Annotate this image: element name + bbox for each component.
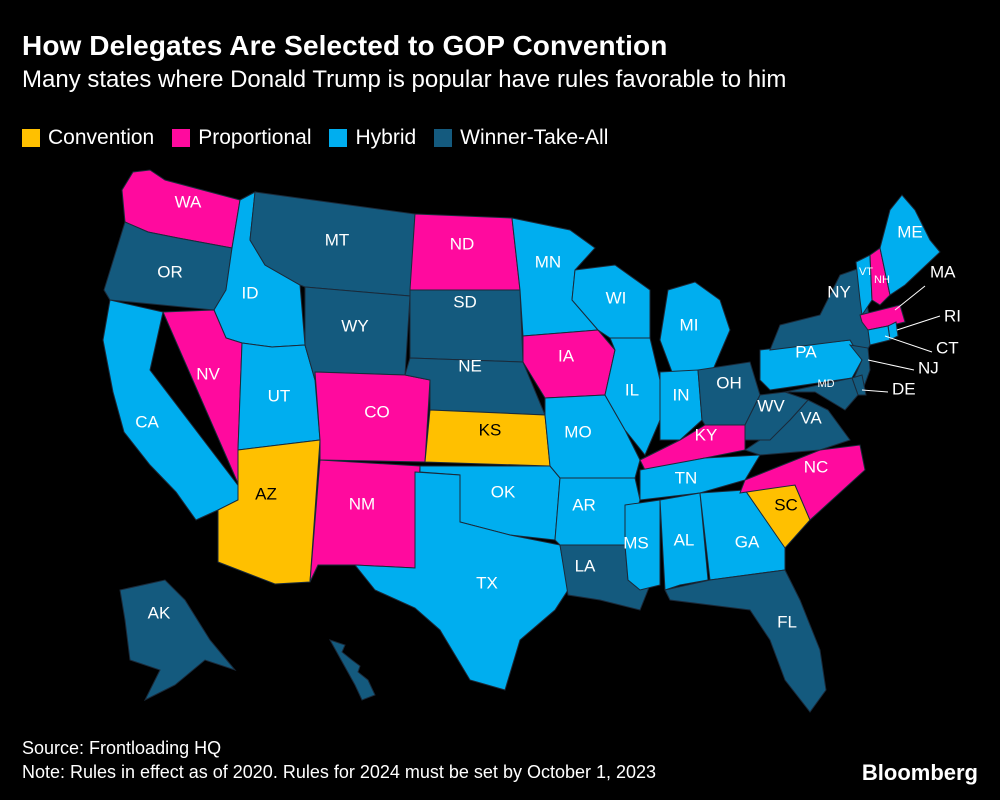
state-label-ar: AR (572, 496, 596, 515)
state-label-va: VA (800, 409, 822, 428)
state-label-in: IN (673, 386, 690, 405)
legend-item-winner-take-all: Winner-Take-All (434, 126, 608, 150)
state-ct (867, 325, 891, 346)
state-label-tn: TN (675, 469, 698, 488)
legend-label-proportional: Proportional (198, 126, 312, 149)
labels-layer: WA OR CA ID NV UT AZ MT WY CO NM ND SD NE KS OK TX MN IA MO… (135, 193, 961, 632)
state-fl (664, 569, 827, 713)
state-label-mn: MN (535, 253, 561, 272)
state-vt (855, 254, 873, 317)
legend-swatch-proportional (172, 129, 191, 147)
state-md (784, 377, 859, 411)
states-layer (102, 169, 941, 713)
state-label-mo: MO (564, 423, 591, 442)
state-label-mt: MT (325, 231, 350, 250)
legend-label-winner-take-all: Winner-Take-All (460, 126, 609, 149)
legend: Convention Proportional Hybrid Winner-Ta… (22, 126, 626, 150)
legend-swatch-winner-take-all (434, 129, 453, 147)
state-label-mi: MI (680, 316, 699, 335)
state-label-vt: VT (859, 266, 873, 278)
state-label-sd: SD (453, 293, 477, 312)
legend-swatch-convention (22, 129, 40, 147)
state-ga (699, 489, 786, 581)
state-label-nj: NJ (918, 359, 939, 378)
state-label-ma: MA (930, 263, 956, 282)
state-label-ri: RI (944, 307, 961, 326)
bloomberg-logo: Bloomberg (861, 760, 978, 785)
state-label-wa: WA (175, 193, 202, 212)
state-label-ne: NE (458, 357, 482, 376)
source-note: Source: Frontloading HQ (22, 738, 222, 758)
state-label-nm: NM (349, 495, 375, 514)
state-label-tx: TX (476, 574, 498, 593)
state-label-me: ME (897, 223, 923, 242)
state-label-co: CO (364, 403, 390, 422)
legend-swatch-hybrid (329, 129, 348, 147)
state-label-oh: OH (716, 374, 742, 393)
state-label-sc: SC (774, 496, 798, 515)
state-label-wi: WI (606, 289, 627, 308)
map-subtitle: Many states where Donald Trump is popula… (22, 66, 787, 93)
state-label-wv: WV (757, 397, 785, 416)
legend-label-convention: Convention (48, 126, 155, 149)
state-label-ia: IA (558, 347, 575, 366)
state-label-ky: KY (695, 426, 718, 445)
state-az (217, 439, 321, 585)
leader-line-ri (896, 315, 941, 331)
state-label-de: DE (892, 380, 916, 399)
state-label-ks: KS (479, 421, 502, 440)
legend-item-proportional: Proportional (172, 126, 311, 150)
state-label-ca: CA (135, 413, 159, 432)
state-label-az: AZ (255, 485, 277, 504)
legend-item-hybrid: Hybrid (329, 126, 416, 150)
map-title: How Delegates Are Selected to GOP Conven… (22, 30, 668, 61)
state-ca (102, 299, 241, 521)
state-label-il: IL (625, 381, 639, 400)
state-al (659, 492, 709, 591)
legend-item-convention: Convention (22, 126, 154, 150)
state-label-nc: NC (804, 458, 829, 477)
state-label-al: AL (674, 531, 695, 550)
leader-line-de (861, 389, 889, 393)
state-label-pa: PA (795, 343, 817, 362)
state-label-nd: ND (450, 235, 475, 254)
state-label-nh: NH (874, 274, 890, 286)
legend-label-hybrid: Hybrid (355, 126, 417, 149)
state-il (604, 337, 661, 456)
leader-line-ct (884, 335, 933, 353)
state-nc (739, 444, 866, 521)
state-label-ak: AK (148, 604, 171, 623)
state-nh (869, 247, 891, 306)
state-label-ct: CT (936, 339, 959, 358)
state-label-nv: NV (196, 365, 220, 384)
state-label-id: ID (242, 284, 259, 303)
state-hi (328, 639, 376, 701)
state-label-ut: UT (268, 387, 291, 406)
state-label-wy: WY (341, 317, 368, 336)
leader-line-nj (867, 359, 915, 371)
state-label-md: MD (817, 378, 834, 390)
state-wv (744, 391, 809, 441)
leader-line-ma (894, 285, 926, 311)
state-tx (353, 471, 569, 691)
state-ak (119, 579, 237, 702)
state-label-ny: NY (827, 283, 851, 302)
state-nm (309, 459, 421, 583)
state-label-ms: MS (623, 534, 649, 553)
footnote: Note: Rules in effect as of 2020. Rules … (22, 762, 657, 782)
state-label-or: OR (157, 263, 183, 282)
state-mi (659, 281, 731, 373)
state-label-ga: GA (735, 533, 760, 552)
state-me (879, 194, 941, 296)
state-label-ok: OK (491, 483, 516, 502)
state-label-la: LA (575, 557, 596, 576)
state-label-fl: FL (777, 613, 797, 632)
